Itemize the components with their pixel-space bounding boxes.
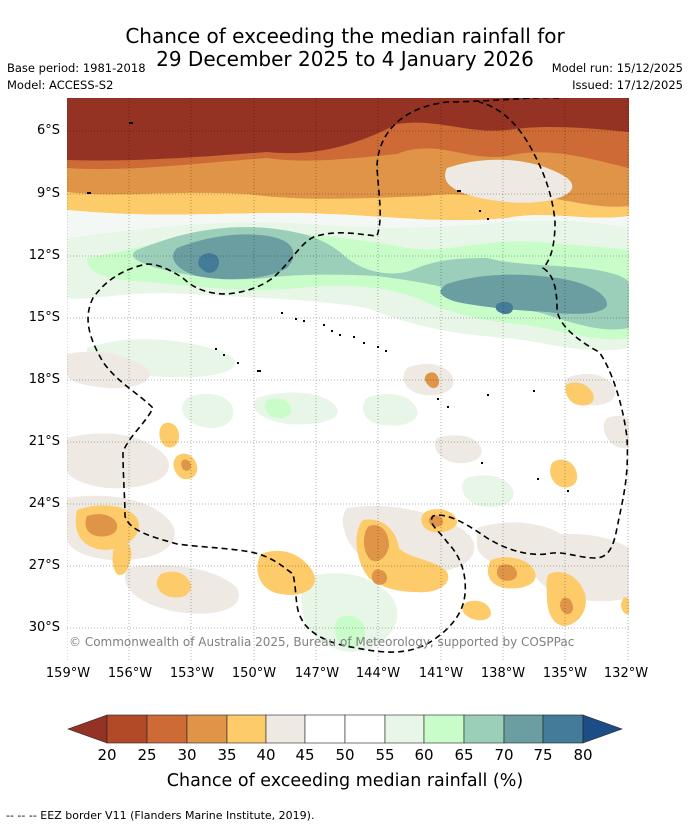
colorbar-label-75: 75 <box>533 746 553 764</box>
dry-patch-f <box>257 550 315 595</box>
dry-patch-m <box>424 372 439 389</box>
colorbar-bin-70-75 <box>503 714 544 744</box>
colorbar-bin-55-60 <box>384 714 425 744</box>
wet-band-deep-blue <box>198 253 219 273</box>
dry-patch-k <box>550 459 578 488</box>
dry-patch-g-core2 <box>371 569 387 585</box>
colorbar-under-arrow <box>67 714 108 744</box>
colorbar-bin-75-80 <box>542 714 584 744</box>
dry-band-dark <box>67 98 629 161</box>
x-tick-144w: 144°W <box>355 666 401 681</box>
colorbar-bin-65-70 <box>463 714 505 744</box>
y-tick-15s: 15°S <box>28 310 60 325</box>
wet-band-dark-teal-east <box>440 274 607 314</box>
y-tick-24s: 24°S <box>28 496 60 511</box>
wet-patch-3 <box>182 393 234 428</box>
neutral-patch-1 <box>67 351 150 389</box>
x-tick-156w: 156°W <box>107 666 153 681</box>
map-title-line2: 29 December 2025 to 4 January 2026 <box>156 47 534 71</box>
rainfall-map-svg: © Commonwealth of Australia 2025, Bureau… <box>67 98 629 660</box>
colorbar-over-arrow <box>582 714 623 744</box>
colorbar-label-60: 60 <box>414 746 434 764</box>
map-credit: © Commonwealth of Australia 2025, Bureau… <box>69 635 574 649</box>
dry-patch-i-core <box>496 564 517 581</box>
x-tick-138w: 138°W <box>480 666 526 681</box>
x-tick-159w: 159°W <box>45 666 91 681</box>
map-title-line1: Chance of exceeding the median rainfall … <box>125 24 565 48</box>
colorbar-bin-60-65 <box>423 714 465 744</box>
colorbar-label-40: 40 <box>256 746 276 764</box>
x-tick-141w: 141°W <box>418 666 464 681</box>
y-tick-30s: 30°S <box>28 620 60 635</box>
colorbar-bin-40-45 <box>265 714 306 744</box>
colorbar-label-70: 70 <box>494 746 514 764</box>
x-tick-132w: 132°W <box>603 666 649 681</box>
colorbar-label-55: 55 <box>375 746 395 764</box>
dry-band-patch <box>445 159 573 203</box>
colorbar-bin-25-30 <box>146 714 188 744</box>
x-tick-150w: 150°W <box>231 666 277 681</box>
model-name: Model: ACCESS-S2 <box>7 78 114 92</box>
dry-patch-j-core <box>560 597 573 615</box>
dry-patch-g-core <box>363 525 389 562</box>
y-tick-9s: 9°S <box>36 186 60 201</box>
dry-patch-o <box>621 597 629 615</box>
wet-patch-8 <box>462 475 514 508</box>
rainfall-map: © Commonwealth of Australia 2025, Bureau… <box>67 98 629 660</box>
dry-patch-a-core <box>85 514 118 537</box>
x-tick-135w: 135°W <box>542 666 588 681</box>
model-run: Model run: 15/12/2025 <box>551 61 683 75</box>
neutral-patch-11 <box>603 415 629 449</box>
neutral-patch-2 <box>67 433 169 489</box>
eez-border-east <box>87 98 629 653</box>
gridlines <box>67 98 629 660</box>
y-tick-18s: 18°S <box>28 372 60 387</box>
colorbar-label-35: 35 <box>217 746 237 764</box>
colorbar-label-30: 30 <box>177 746 197 764</box>
colorbar-bin-30-35 <box>186 714 228 744</box>
wet-patch-7 <box>334 615 366 648</box>
colorbar-bin-45-50 <box>304 714 346 744</box>
dry-patch-d-core <box>181 459 191 471</box>
dry-patch-c <box>159 422 179 448</box>
colorbar-label-80: 80 <box>573 746 593 764</box>
y-tick-21s: 21°S <box>28 434 60 449</box>
colorbar-bin-50-55 <box>344 714 386 744</box>
dry-patch-e <box>156 571 191 598</box>
colorbar-bin-20-25 <box>106 714 148 744</box>
eez-borders <box>87 98 629 653</box>
y-tick-6s: 6°S <box>36 123 60 138</box>
colorbar <box>67 714 623 744</box>
dry-patch-l <box>565 382 594 406</box>
wet-patch-5 <box>362 394 418 426</box>
base-period: Base period: 1981-2018 <box>7 61 146 75</box>
colorbar-bin-35-40 <box>226 714 267 744</box>
colorbar-label-20: 20 <box>97 746 117 764</box>
colorbar-label-65: 65 <box>454 746 474 764</box>
x-tick-153w: 153°W <box>169 666 215 681</box>
dry-patch-n <box>462 600 491 621</box>
dry-patch-b <box>112 540 132 576</box>
eez-legend-note: -- -- -- EEZ border V11 (Flanders Marine… <box>6 809 315 822</box>
wet-patch-4 <box>264 398 291 418</box>
colorbar-label-50: 50 <box>335 746 355 764</box>
issued-date: Issued: 17/12/2025 <box>572 78 683 92</box>
wet-patch-6 <box>301 573 398 652</box>
colorbar-title: Chance of exceeding median rainfall (%) <box>166 771 524 791</box>
x-tick-147w: 147°W <box>294 666 340 681</box>
y-tick-12s: 12°S <box>28 248 60 263</box>
colorbar-label-25: 25 <box>137 746 157 764</box>
colorbar-label-45: 45 <box>295 746 315 764</box>
wet-band-deep-blue-east <box>495 301 513 315</box>
y-tick-27s: 27°S <box>28 558 60 573</box>
